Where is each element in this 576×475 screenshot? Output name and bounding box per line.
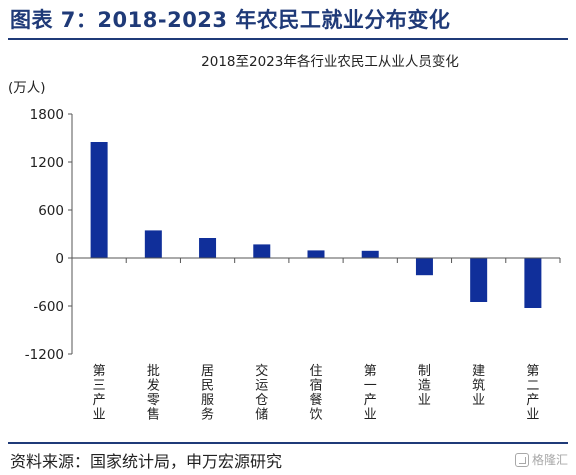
bar	[90, 142, 108, 258]
y-tick-label: 1200	[30, 155, 64, 171]
chart-title: 2018至2023年各行业农民工从业人员变化	[201, 54, 459, 70]
y-tick-label: -600	[33, 299, 64, 315]
source-divider	[8, 442, 568, 444]
x-category-label: 居民服务	[201, 364, 214, 423]
figure-source: 资料来源：国家统计局，申万宏源研究	[10, 452, 283, 471]
title-divider	[8, 38, 568, 40]
bar	[253, 244, 271, 258]
figure-title: 图表 7：2018-2023 年农民工就业分布变化	[10, 8, 451, 32]
x-category-label: 建筑业	[472, 364, 485, 408]
watermark: 格隆汇	[514, 451, 568, 468]
bar	[524, 258, 542, 308]
y-tick-label: -1200	[25, 347, 64, 363]
y-tick-label: 600	[38, 203, 64, 219]
watermark-text: 格隆汇	[531, 453, 568, 467]
bar	[199, 238, 217, 258]
x-category-label: 批发零售	[147, 364, 160, 423]
bar	[307, 250, 325, 258]
watermark-logo-icon	[514, 452, 529, 467]
y-axis-unit-label: (万人)	[8, 80, 46, 96]
x-labels-group: 第三产业 批发零售 居民服务 交运仓储 住宿餐饮 第一产业 制造业 建筑业 第二产业	[93, 258, 561, 423]
bar-chart: 2018至2023年各行业农民工从业人员变化 (万人) 1800 1200 600 0…	[8, 54, 561, 423]
x-category-label: 第二产业	[526, 364, 539, 423]
x-category-label: 住宿餐饮	[309, 364, 322, 423]
y-tick-label: 0	[55, 251, 64, 267]
bar	[470, 258, 488, 302]
y-ticks-group: 1800 1200 600 0 -600 -1200	[25, 107, 72, 363]
bar	[144, 230, 162, 258]
bar	[361, 250, 379, 258]
y-tick-label: 1800	[30, 107, 64, 123]
x-category-label: 交运仓储	[255, 363, 268, 423]
x-category-label: 第三产业	[93, 364, 106, 423]
x-category-label: 制造业	[418, 364, 431, 408]
bar	[415, 258, 433, 276]
bars-group	[90, 142, 542, 308]
x-category-label: 第一产业	[364, 364, 377, 423]
